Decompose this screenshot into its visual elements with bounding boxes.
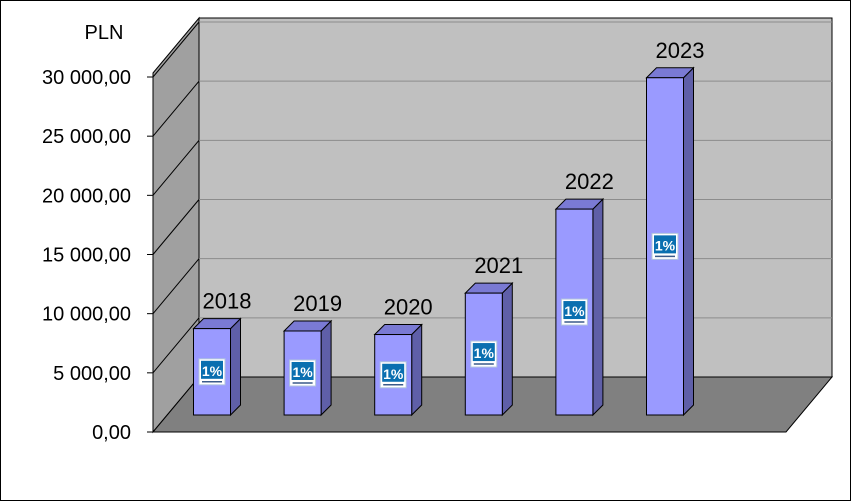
category-label: 2018 — [203, 289, 252, 314]
icon-bg — [472, 343, 495, 362]
icon-bg — [382, 363, 405, 382]
icon-glyph: 1% — [202, 363, 223, 379]
one-percent-icon: 1% — [379, 361, 407, 389]
one-percent-icon: 1% — [560, 298, 588, 326]
gridline-diagonal — [152, 199, 200, 255]
bar: 1% — [554, 197, 605, 417]
bar: 1% — [373, 323, 423, 417]
y-tick-label: 10 000,00 — [42, 304, 131, 326]
side-wall — [152, 16, 200, 434]
category-label: 2023 — [656, 38, 705, 63]
y-tick-label: 25 000,00 — [42, 126, 131, 148]
bar-side — [411, 323, 423, 417]
gridline-diagonal — [152, 140, 200, 196]
labels: 2018 2019 2020 2021 2022 2023 — [203, 38, 705, 320]
bar-side — [683, 66, 694, 417]
one-percent-icon: 1% — [289, 359, 317, 387]
bar-side — [230, 317, 241, 417]
one-percent-icon: 1% — [470, 340, 498, 368]
bar-side — [320, 319, 332, 417]
bar: 1% — [464, 281, 514, 417]
icon-glyph: 1% — [474, 345, 495, 361]
y-unit-label: PLN — [85, 22, 124, 44]
gridlines — [152, 21, 832, 374]
bars: 1% 1% 1% 1% 1% 1% — [192, 66, 695, 417]
gridline-diagonal — [152, 258, 200, 314]
y-tick-label: 5 000,00 — [53, 363, 131, 385]
icon-bg — [201, 360, 223, 379]
y-tick-label: 0,00 — [92, 422, 131, 444]
one-percent-icon: 1% — [651, 232, 679, 260]
y-tick-label: 30 000,00 — [42, 67, 131, 89]
bar: 1% — [192, 317, 242, 417]
icon-bg — [563, 301, 586, 320]
icon-bg — [654, 235, 676, 254]
category-label: 2022 — [565, 169, 614, 194]
category-label: 2021 — [474, 253, 523, 278]
icon-bg — [291, 361, 314, 380]
gridline-diagonal — [152, 80, 200, 137]
icon-glyph: 1% — [292, 364, 313, 380]
bar: 1% — [282, 319, 333, 417]
bar-side — [501, 281, 513, 417]
bar: 1% — [645, 66, 695, 417]
y-tick-label: 15 000,00 — [42, 245, 131, 267]
icon-glyph: 1% — [655, 237, 676, 253]
y-axis-ticks: 0,00 5 000,00 10 000,00 15 000,00 20 000,00 2… — [42, 67, 154, 444]
bar-side — [592, 197, 604, 417]
y-tick-label: 20 000,00 — [42, 185, 131, 207]
category-label: 2019 — [293, 291, 342, 316]
gridline-diagonal — [152, 21, 200, 78]
category-label: 2020 — [384, 295, 433, 320]
gridline-diagonal — [152, 317, 200, 374]
icon-glyph: 1% — [383, 366, 404, 382]
icon-glyph: 1% — [564, 303, 585, 319]
one-percent-icon: 1% — [198, 358, 226, 386]
